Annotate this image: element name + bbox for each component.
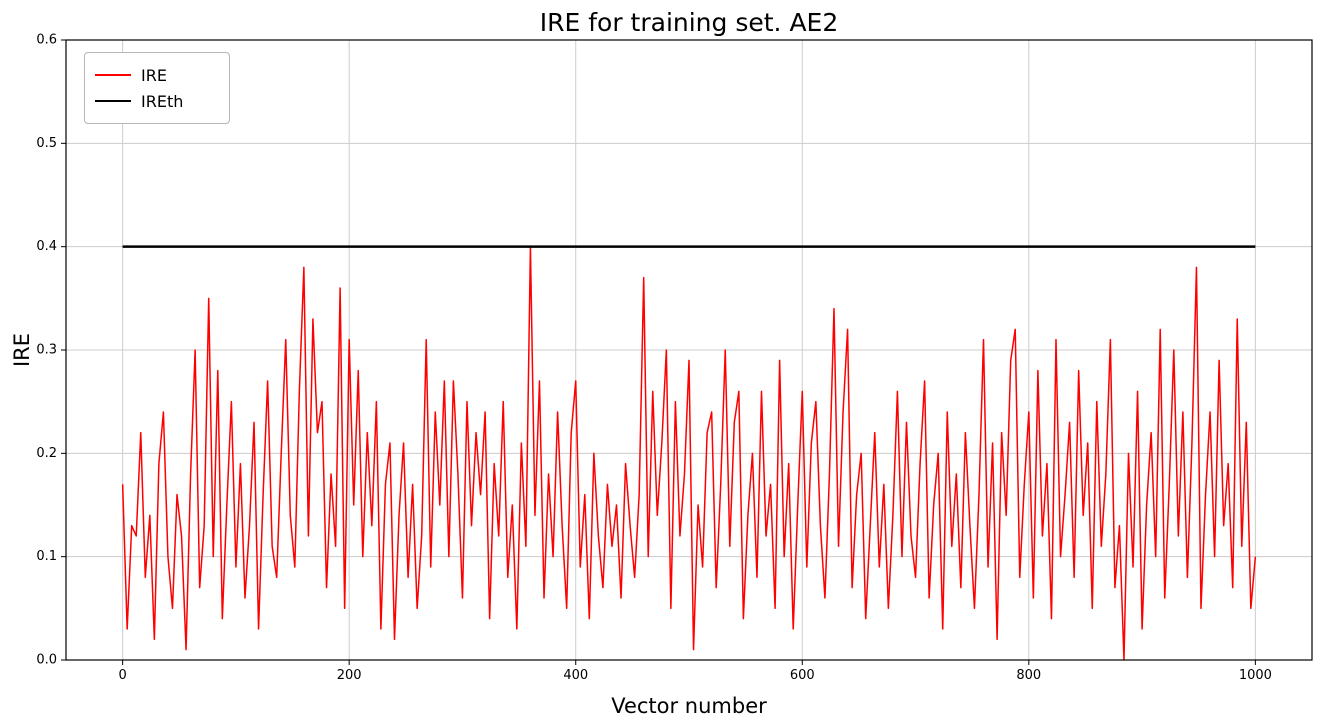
x-tick-label: 0 [118, 668, 126, 683]
legend-label-ire: IRE [141, 65, 167, 85]
chart-title: IRE for training set. AE2 [539, 8, 839, 37]
legend: IRE IREth [84, 52, 230, 124]
x-axis-label: Vector number [611, 694, 767, 718]
y-tick-label: 0.3 [36, 343, 57, 358]
ire-line [121, 245, 1257, 661]
legend-item-ireth: IREth [95, 88, 215, 114]
y-tick-label: 0.6 [36, 33, 57, 48]
x-tick-label: 800 [1016, 668, 1041, 683]
y-tick-label: 0.1 [36, 549, 57, 564]
y-axis-label: IRE [10, 332, 34, 368]
y-tick-label: 0.0 [36, 653, 57, 668]
ireth-line-swatch [95, 99, 131, 103]
y-tick-label: 0.5 [36, 136, 57, 151]
x-tick-label: 400 [563, 668, 588, 683]
y-tick-label: 0.2 [36, 446, 57, 461]
legend-label-ireth: IREth [141, 91, 184, 111]
legend-item-ire: IRE [95, 62, 215, 88]
y-tick-label: 0.4 [36, 239, 57, 254]
x-tick-label: 200 [337, 668, 362, 683]
ire-line-swatch [95, 74, 131, 76]
x-tick-label: 600 [790, 668, 815, 683]
x-tick-label: 1000 [1239, 668, 1272, 683]
